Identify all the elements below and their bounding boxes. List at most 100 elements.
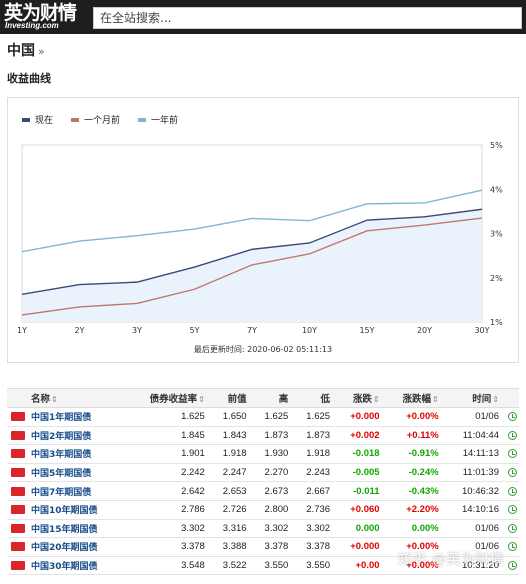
- header-name[interactable]: 名称⇕: [29, 388, 126, 408]
- cell-change-pct: +0.00%: [385, 556, 445, 576]
- table-row[interactable]: 中国7年期国债 2.642 2.653 2.673 2.667 -0.011 -0.43% 1…: [7, 481, 519, 501]
- y-tick-label: 2%: [490, 274, 503, 283]
- table-row[interactable]: 中国1年期国债 1.625 1.650 1.625 1.625 +0.000 +0.00% 0…: [7, 407, 519, 427]
- x-tick-label: 30Y: [474, 326, 489, 335]
- legend-item-year-ago[interactable]: 一年前: [138, 113, 178, 126]
- cell-time: 14:11:13: [444, 444, 505, 464]
- flag-cell: [7, 556, 29, 576]
- legend-label-month-ago: 一个月前: [84, 116, 121, 126]
- country-link[interactable]: 中国: [7, 43, 35, 59]
- sort-icon: ⇕: [198, 395, 205, 404]
- search-input[interactable]: [93, 7, 522, 29]
- cell-change: -0.018: [336, 444, 386, 464]
- clock-icon: [507, 561, 517, 571]
- cell-high: 3.302: [252, 519, 295, 539]
- chart-legend: 现在 一个月前 一年前: [22, 113, 178, 126]
- clock-icon: [507, 523, 517, 533]
- x-tick-label: 3Y: [132, 326, 142, 335]
- page-title: 中国»: [7, 40, 45, 60]
- legend-item-month-ago[interactable]: 一个月前: [71, 113, 120, 126]
- bond-name-link[interactable]: 中国3年期国债: [29, 444, 126, 464]
- cell-yield: 1.625: [125, 407, 211, 427]
- header-prev[interactable]: 前值: [210, 388, 253, 408]
- cell-time: 11:01:39: [444, 463, 505, 483]
- cell-yield: 2.786: [125, 500, 211, 520]
- clock-cell: [505, 537, 519, 557]
- cell-change: 0.000: [336, 519, 386, 539]
- header-clock: [505, 388, 519, 408]
- bond-name-link[interactable]: 中国1年期国债: [29, 407, 126, 427]
- header-high[interactable]: 高: [252, 388, 295, 408]
- legend-item-now[interactable]: 现在: [22, 113, 53, 126]
- header-time[interactable]: 时间⇕: [444, 388, 505, 408]
- header-low[interactable]: 低: [294, 388, 337, 408]
- header-high-label: 高: [278, 394, 289, 405]
- cell-change: -0.011: [336, 481, 386, 501]
- table-row[interactable]: 中国2年期国债 1.845 1.843 1.873 1.873 +0.002 +0.11% 1…: [7, 426, 519, 446]
- bond-name-link[interactable]: 中国2年期国债: [29, 426, 126, 446]
- table-row[interactable]: 中国20年期国债 3.378 3.388 3.378 3.378 +0.000 +0.00%…: [7, 537, 519, 557]
- cell-prev: 2.726: [210, 500, 253, 520]
- chart-plot: Investing.com1Y2Y3Y5Y7Y10Y15Y20Y30Y1%2%3…: [17, 141, 503, 335]
- china-flag-icon: [11, 412, 25, 422]
- cell-prev: 1.843: [210, 426, 253, 446]
- cell-change-pct: +0.00%: [385, 537, 445, 557]
- cell-low: 2.736: [294, 500, 337, 520]
- flag-cell: [7, 444, 29, 464]
- cell-yield: 2.242: [125, 463, 211, 483]
- china-flag-icon: [11, 430, 25, 440]
- clock-cell: [505, 556, 519, 576]
- header-chg[interactable]: 涨跌⇕: [336, 388, 386, 408]
- update-time: 最后更新时间: 2020-06-02 05:11:13: [193, 345, 333, 354]
- header-prev-label: 前值: [227, 394, 247, 405]
- bond-name-link[interactable]: 中国15年期国债: [29, 519, 126, 539]
- legend-swatch-now: [22, 117, 30, 122]
- series-line-now: [21, 208, 483, 296]
- cell-prev: 2.653: [210, 481, 253, 501]
- cell-high: 2.270: [252, 463, 295, 483]
- bond-name-link[interactable]: 中国30年期国债: [29, 556, 126, 576]
- table-row[interactable]: 中国30年期国债 3.548 3.522 3.550 3.550 +0.00 +0.00% 1…: [7, 556, 519, 576]
- section-title: 收益曲线: [7, 72, 51, 85]
- header-time-label: 时间: [472, 394, 492, 405]
- site-logo[interactable]: 英为财情 Investing.com: [4, 3, 84, 31]
- cell-high: 2.673: [252, 481, 295, 501]
- header-pct[interactable]: 涨跌幅⇕: [385, 388, 445, 408]
- x-tick-label: 15Y: [359, 326, 374, 335]
- bond-name-link[interactable]: 中国7年期国债: [29, 481, 126, 501]
- table-row[interactable]: 中国5年期国债 2.242 2.247 2.270 2.243 -0.005 -0.24% 1…: [7, 463, 519, 483]
- table-row[interactable]: 中国3年期国债 1.901 1.918 1.930 1.918 -0.018 -0.91% 1…: [7, 444, 519, 464]
- x-tick-label: 20Y: [417, 326, 432, 335]
- cell-high: 1.930: [252, 444, 295, 464]
- bond-name-link[interactable]: 中国5年期国债: [29, 463, 126, 483]
- china-flag-icon: [11, 486, 25, 496]
- table-row[interactable]: 中国10年期国债 2.786 2.726 2.800 2.736 +0.060 +2.20%…: [7, 500, 519, 520]
- sort-icon: ⇕: [432, 395, 439, 404]
- china-flag-icon: [11, 468, 25, 478]
- china-flag-icon: [11, 449, 25, 459]
- cell-time: 01/06: [444, 537, 505, 557]
- clock-cell: [505, 481, 519, 501]
- clock-cell: [505, 426, 519, 446]
- cell-high: 1.873: [252, 426, 295, 446]
- bond-name-link[interactable]: 中国10年期国债: [29, 500, 126, 520]
- cell-low: 3.378: [294, 537, 337, 557]
- series-line-month-ago: [21, 217, 483, 316]
- china-flag-icon: [11, 523, 25, 533]
- header-yield[interactable]: 债券收益率⇕: [125, 388, 211, 408]
- header-low-label: 低: [320, 394, 331, 405]
- y-tick-label: 3%: [490, 230, 503, 239]
- legend-label-now: 现在: [35, 116, 54, 126]
- legend-label-year-ago: 一年前: [151, 116, 179, 126]
- cell-yield: 1.901: [125, 444, 211, 464]
- clock-icon: [507, 468, 517, 478]
- cell-prev: 1.650: [210, 407, 253, 427]
- china-flag-icon: [11, 505, 25, 515]
- clock-cell: [505, 407, 519, 427]
- sort-icon: ⇕: [372, 395, 380, 404]
- x-tick-label: 10Y: [302, 326, 317, 335]
- bond-name-link[interactable]: 中国20年期国债: [29, 537, 126, 557]
- table-row[interactable]: 中国15年期国债 3.302 3.316 3.302 3.302 0.000 0.00% 01…: [7, 519, 519, 539]
- cell-time: 14:10:16: [444, 500, 505, 520]
- cell-yield: 1.845: [125, 426, 211, 446]
